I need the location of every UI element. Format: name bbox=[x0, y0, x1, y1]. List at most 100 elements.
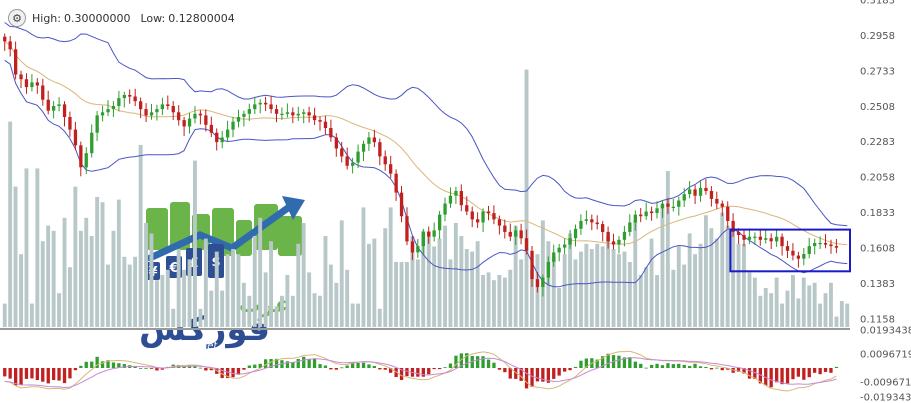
macd-histogram-bar bbox=[530, 368, 534, 387]
volume-bar bbox=[328, 264, 333, 327]
volume-bar bbox=[280, 295, 284, 327]
price-tick-label: 0.2508 bbox=[860, 102, 895, 113]
candle-body bbox=[367, 137, 371, 144]
volume-bar bbox=[693, 254, 697, 327]
lower-band bbox=[4, 59, 848, 288]
macd-histogram-bar bbox=[361, 362, 366, 368]
volume-bar bbox=[122, 256, 127, 327]
macd-histogram-bar bbox=[117, 363, 121, 368]
candle-body bbox=[595, 222, 599, 225]
macd-histogram-bar bbox=[753, 368, 757, 379]
annotations bbox=[729, 228, 852, 273]
candle-body bbox=[264, 102, 268, 105]
candle-body bbox=[307, 112, 311, 116]
price-tick-label: 0.1608 bbox=[860, 244, 895, 255]
volume-bar bbox=[323, 236, 328, 327]
candle-body bbox=[280, 113, 284, 115]
candle-body bbox=[671, 206, 675, 208]
currency-symbol: € bbox=[168, 261, 178, 276]
macd-histogram-bar bbox=[367, 364, 371, 368]
macd-histogram-bar bbox=[329, 368, 333, 370]
macd-histogram-bar bbox=[253, 364, 257, 368]
volume-bar bbox=[622, 251, 627, 327]
volume-bar bbox=[486, 272, 491, 327]
macd-histogram-bar bbox=[264, 359, 268, 368]
macd-tick-label: -0.01934386 bbox=[860, 393, 911, 403]
volume-bar bbox=[263, 272, 268, 327]
candle-body bbox=[274, 109, 279, 114]
macd-tick-label: -0.00967193 bbox=[860, 378, 911, 389]
candle-body bbox=[785, 246, 790, 251]
candle-body bbox=[231, 121, 235, 130]
gear-icon[interactable]: ⚙ bbox=[8, 9, 26, 27]
macd-histogram-bar bbox=[622, 357, 627, 368]
candle-body bbox=[46, 99, 50, 111]
macd-histogram-bar bbox=[443, 367, 447, 368]
watermark-site: ArabFx.net bbox=[162, 341, 219, 352]
candle-body bbox=[563, 244, 567, 248]
volume-bar bbox=[655, 275, 659, 327]
macd-histogram-bar bbox=[95, 356, 99, 368]
volume-bar bbox=[660, 204, 665, 327]
low-label: Low: bbox=[140, 11, 166, 25]
volume-bar bbox=[296, 243, 301, 327]
macd-histogram-bar bbox=[438, 368, 442, 370]
volume-bar bbox=[252, 236, 257, 327]
macd-histogram-bar bbox=[791, 368, 795, 380]
candle-body bbox=[139, 101, 143, 110]
macd-histogram-bar bbox=[220, 368, 224, 379]
candle-body bbox=[340, 148, 344, 157]
candle-body bbox=[807, 246, 811, 254]
volume-bar bbox=[595, 243, 600, 327]
bollinger-bands bbox=[4, 22, 848, 288]
volume-bar bbox=[155, 280, 159, 327]
candle-body bbox=[535, 279, 540, 288]
macd-histogram-bar bbox=[383, 368, 387, 370]
candle-body bbox=[361, 143, 366, 152]
macd-histogram-bar bbox=[829, 368, 833, 373]
macd-histogram-bar bbox=[318, 364, 322, 368]
macd-histogram-bar bbox=[519, 368, 523, 381]
volume-bar bbox=[51, 230, 56, 327]
candle-body bbox=[753, 236, 757, 238]
macd-histogram-bar bbox=[62, 368, 67, 384]
macd-histogram-bar bbox=[247, 365, 251, 368]
volume-bar bbox=[236, 254, 241, 327]
candle-body bbox=[269, 104, 273, 110]
candle-body bbox=[90, 132, 94, 154]
macd-histogram-bar bbox=[340, 367, 344, 369]
macd-histogram-bar bbox=[427, 368, 431, 375]
macd-histogram-bar bbox=[758, 368, 762, 384]
macd-histogram-bar bbox=[139, 368, 143, 369]
volume-bar bbox=[676, 246, 681, 327]
volume-bar bbox=[720, 212, 725, 327]
volume-bar bbox=[89, 236, 94, 327]
candle-body bbox=[323, 121, 328, 128]
price-tick-label: 0.2058 bbox=[860, 173, 895, 184]
macd-histogram-bar bbox=[497, 368, 502, 370]
price-tick-label: 0.1383 bbox=[860, 279, 895, 290]
volume-bar bbox=[829, 282, 833, 327]
macd-histogram-bar bbox=[122, 364, 126, 368]
macd-histogram-bar bbox=[155, 368, 159, 371]
volume-bar bbox=[769, 293, 774, 327]
macd-histogram-bar bbox=[775, 368, 779, 383]
candle-body bbox=[568, 238, 572, 245]
volume-bar bbox=[225, 254, 230, 327]
volume-bar bbox=[551, 256, 556, 327]
macd-histogram-bar bbox=[389, 368, 393, 373]
volume-bar bbox=[171, 308, 176, 327]
macd-histogram-bar bbox=[660, 365, 665, 368]
volume-bar bbox=[312, 293, 317, 327]
candle-body bbox=[95, 115, 99, 133]
candle-body bbox=[633, 214, 637, 223]
candle-body bbox=[100, 112, 105, 116]
candle-body bbox=[242, 113, 246, 117]
macd-histogram-bar bbox=[269, 359, 273, 368]
volume-bar bbox=[258, 217, 263, 327]
macd-histogram-bar bbox=[30, 368, 34, 379]
macd-histogram-bar bbox=[372, 366, 376, 368]
macd-histogram-bar bbox=[514, 368, 518, 379]
volume-bar bbox=[709, 228, 714, 327]
